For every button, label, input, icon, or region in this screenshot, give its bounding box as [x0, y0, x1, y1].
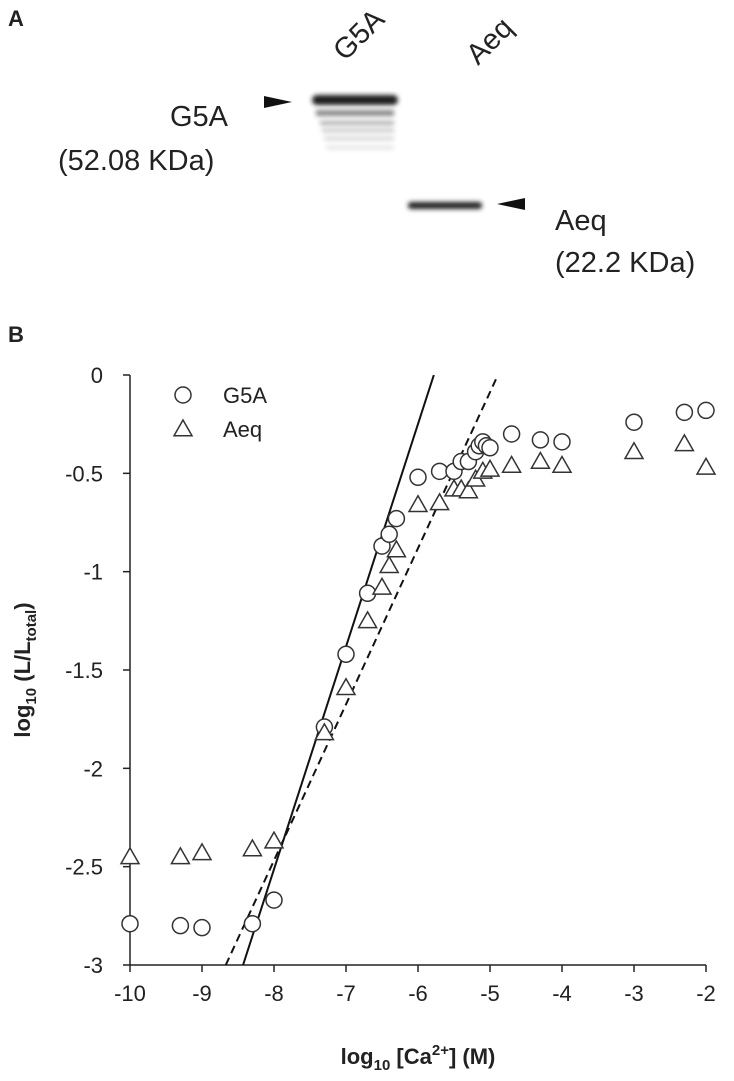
point [674, 433, 695, 452]
legend-label: Aeq [223, 417, 262, 442]
point [501, 454, 522, 473]
point [337, 645, 355, 664]
y-axis-label: log10 (L/Ltotal) [10, 602, 40, 737]
point [378, 555, 400, 574]
x-tick-label: -8 [264, 981, 284, 1006]
x-tick-label: -9 [192, 981, 212, 1006]
label-part: log [10, 705, 35, 738]
point [314, 722, 335, 741]
point [171, 916, 190, 935]
point [502, 425, 521, 443]
y-tick-label: 0 [91, 363, 103, 388]
arrow [497, 198, 525, 210]
band-label: Aeq [555, 205, 607, 237]
x-tick-label: -6 [408, 981, 428, 1006]
band-size: (22.2 KDa) [555, 247, 695, 279]
y-tick-label: -2 [83, 756, 103, 781]
y-tick-label: -0.5 [65, 461, 103, 486]
x-axis-label: log10 [Ca2+] (M) [341, 1042, 496, 1074]
label-part: 10 [374, 1057, 391, 1074]
gel [312, 95, 482, 209]
point [191, 842, 213, 861]
label-part: 2+ [432, 1042, 449, 1059]
point [553, 433, 571, 451]
lane-label: Aeq [460, 12, 519, 71]
fit-line [224, 375, 499, 965]
point [429, 492, 450, 511]
point [407, 494, 429, 513]
label-part: 10 [23, 688, 40, 705]
point [409, 468, 427, 487]
point [380, 525, 398, 544]
y-tick-label: -3 [83, 953, 103, 978]
y-tick-label: -1 [83, 560, 103, 585]
point [170, 846, 191, 865]
label-part: [Ca [390, 1044, 432, 1069]
point [479, 458, 501, 477]
band-label: G5A [170, 101, 229, 133]
arrow [264, 96, 292, 108]
legend-marker [174, 386, 192, 404]
y-tick-label: -2.5 [65, 855, 103, 880]
x-tick-label: -2 [696, 981, 716, 1006]
point [675, 403, 694, 422]
y-tick-label: -1.5 [65, 658, 103, 683]
point [119, 846, 141, 865]
point [531, 431, 550, 449]
point [193, 918, 211, 937]
legend-label: G5A [223, 383, 267, 408]
point [695, 456, 717, 475]
point [371, 576, 393, 595]
label-part: (L/L [10, 641, 35, 687]
x-tick-label: -7 [336, 981, 356, 1006]
point [458, 480, 479, 499]
x-tick-label: -3 [624, 981, 644, 1006]
point [335, 677, 357, 696]
x-tick-label: -5 [480, 981, 500, 1006]
label-part: ] (M) [449, 1044, 495, 1069]
point [242, 838, 263, 857]
panel-label: B [8, 322, 24, 347]
point [481, 439, 499, 457]
fit-line [242, 375, 435, 965]
point [387, 509, 406, 528]
point [386, 539, 407, 558]
point [551, 454, 573, 473]
point [623, 441, 645, 460]
point [625, 413, 643, 431]
x-tick-label: -10 [114, 981, 146, 1006]
point [263, 830, 285, 849]
point [430, 462, 449, 481]
x-tick-label: -4 [552, 981, 572, 1006]
legend-marker [172, 418, 194, 437]
panel-label: A [8, 6, 24, 31]
point [697, 401, 715, 420]
band-size: (52.08 KDa) [58, 145, 214, 177]
label-part: log [341, 1044, 374, 1069]
point [243, 914, 262, 933]
label-part: ) [10, 602, 35, 609]
point [265, 891, 283, 909]
lane-label: G5A [327, 3, 391, 67]
point [357, 610, 378, 629]
point [530, 451, 551, 470]
point [121, 914, 139, 933]
label-part: total [23, 610, 40, 642]
